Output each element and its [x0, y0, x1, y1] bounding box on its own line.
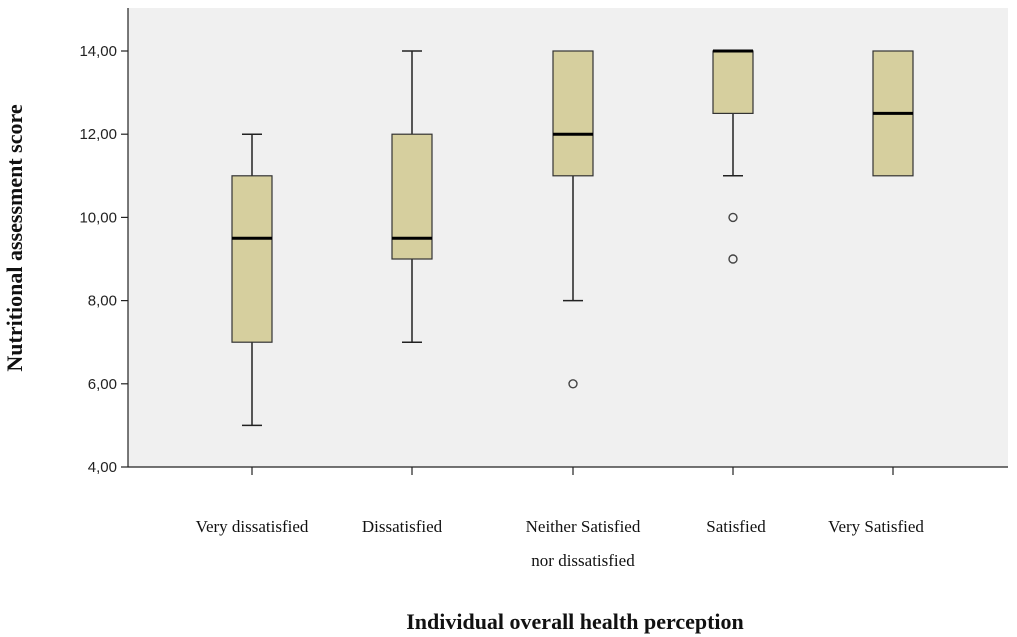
y-tick-label: 12,00: [79, 126, 117, 143]
y-tick-label: 14,00: [79, 43, 117, 60]
box-group: [231, 133, 273, 427]
category-labels: Very dissatisfied Dissatisfied Neither Sat…: [196, 517, 925, 570]
outlier-point: [728, 254, 738, 264]
box-group: [391, 50, 433, 343]
box-group: [552, 50, 594, 389]
y-axis: 4,00 6,00 8,00 10,00 12,00 14,00: [79, 8, 129, 476]
iqr-box: [712, 50, 754, 115]
outlier-point: [728, 212, 738, 223]
y-tick-label: 4,00: [88, 459, 117, 476]
category-label: Neither Satisfied nor dissatisfied: [526, 517, 641, 570]
x-axis: [128, 466, 1008, 475]
category-label: Dissatisfied: [362, 517, 443, 536]
category-label: Very dissatisfied: [196, 517, 309, 536]
box-group: [712, 49, 754, 264]
y-tick-label: 6,00: [88, 376, 117, 393]
y-axis-title: Nutritional assessment score: [2, 104, 27, 371]
iqr-box: [552, 50, 594, 177]
boxes: [231, 49, 914, 427]
y-tick-label: 10,00: [79, 209, 117, 226]
category-label: Very Satisfied: [828, 517, 924, 536]
iqr-box: [231, 175, 273, 343]
x-axis-title: Individual overall health perception: [406, 609, 744, 634]
box-group: [872, 50, 914, 177]
y-tick-label: 8,00: [88, 293, 117, 310]
iqr-box: [391, 133, 433, 260]
category-label: Satisfied: [706, 517, 766, 536]
outlier-point: [568, 379, 578, 389]
